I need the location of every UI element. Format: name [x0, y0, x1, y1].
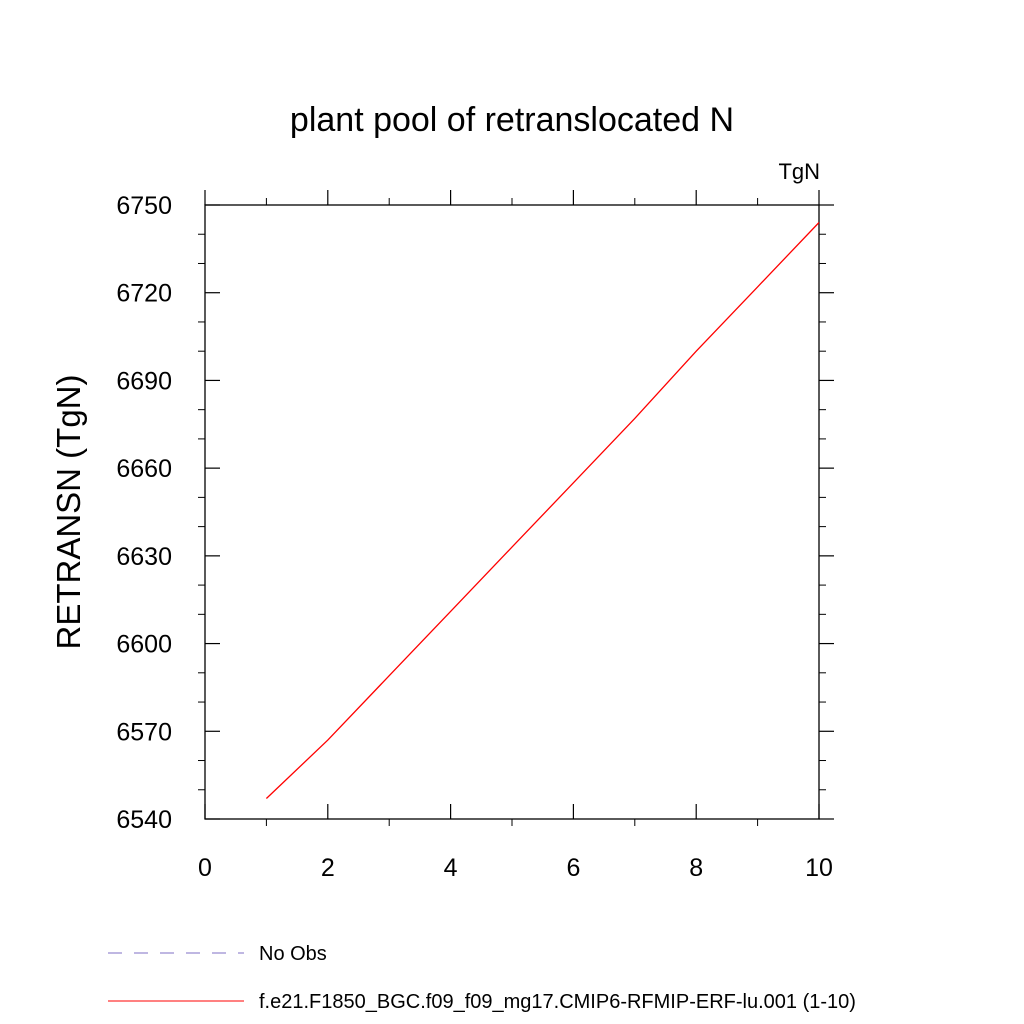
y-tick-label: 6720 — [116, 280, 172, 308]
x-tick-label: 8 — [689, 854, 703, 882]
units-label: TgN — [778, 159, 820, 184]
y-tick-label: 6630 — [116, 543, 172, 571]
y-tick-label: 6540 — [116, 806, 172, 834]
legend-label: No Obs — [259, 943, 327, 965]
plot-frame — [204, 204, 820, 820]
y-tick-label: 6660 — [116, 455, 172, 483]
y-tick-label: 6570 — [116, 718, 172, 746]
x-tick-label: 2 — [321, 854, 335, 882]
x-tick-label: 6 — [566, 854, 580, 882]
y-tick-label: 6690 — [116, 367, 172, 395]
x-tick-label: 10 — [805, 854, 833, 882]
y-tick-label: 6600 — [116, 631, 172, 659]
legend-label: f.e21.F1850_BGC.f09_f09_mg17.CMIP6-RFMIP… — [259, 991, 856, 1013]
chart-title: plant pool of retranslocated N — [290, 101, 734, 139]
y-axis-label: RETRANSN (TgN) — [50, 374, 87, 649]
series-lines — [265, 222, 820, 799]
y-tick-label: 6750 — [116, 192, 172, 220]
series-line — [265, 222, 820, 799]
x-tick-label: 0 — [198, 854, 212, 882]
legend: No Obs f.e21.F1850_BGC.f09_f09_mg17.CMIP6… — [108, 943, 856, 1013]
axis-ticks: 0 2 4 6 8 10 6540 6570 6600 6630 6660 6690 6720 6750 — [116, 190, 834, 882]
x-tick-label: 4 — [444, 854, 458, 882]
